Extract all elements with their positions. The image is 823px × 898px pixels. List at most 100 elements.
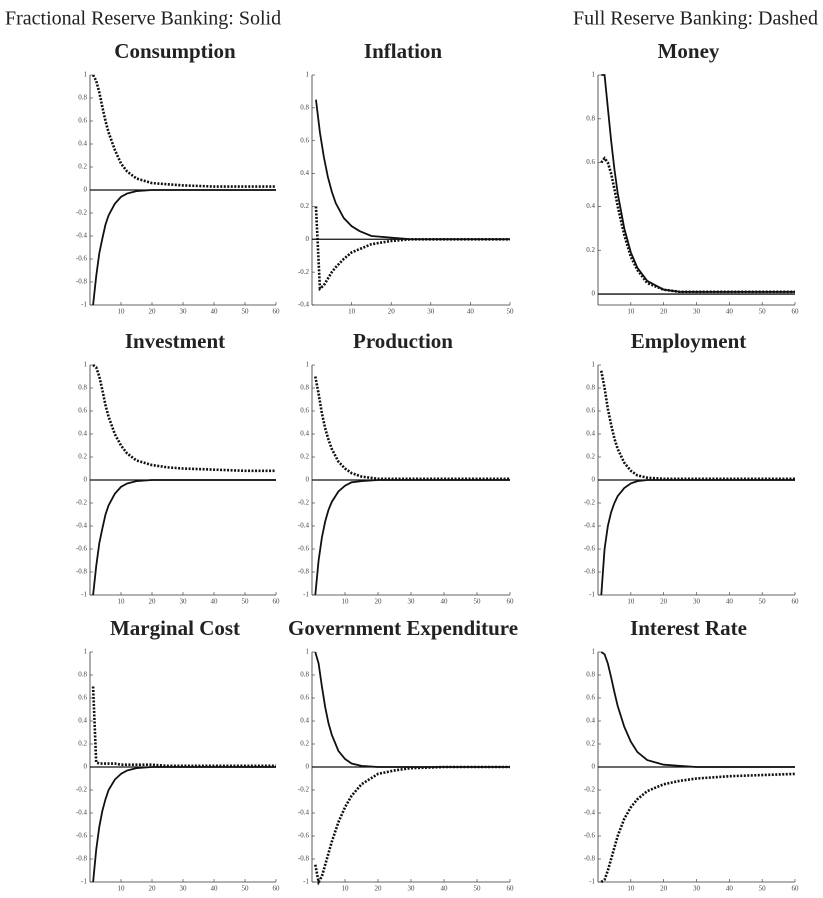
y-tick-label: -0.8 — [584, 568, 596, 576]
y-tick-label: -0.6 — [298, 832, 310, 840]
x-tick-label: 10 — [627, 598, 635, 606]
x-tick-label: 10 — [118, 308, 126, 316]
y-tick-label: 0.2 — [78, 163, 87, 171]
y-tick-label: 0 — [306, 476, 310, 484]
y-tick-label: 0.8 — [78, 384, 87, 392]
y-tick-label: 1 — [592, 361, 596, 369]
y-tick-label: 0.8 — [586, 114, 595, 122]
y-tick-label: -0.6 — [584, 832, 596, 840]
x-tick-label: 40 — [726, 885, 734, 893]
y-tick-label: 0.8 — [586, 671, 595, 679]
x-tick-label: 10 — [627, 308, 635, 316]
dashed-line — [600, 156, 795, 294]
y-tick-label: -1 — [81, 591, 87, 599]
x-tick-label: 10 — [627, 885, 635, 893]
dashed-line — [91, 74, 276, 188]
y-tick-label: -0.8 — [584, 855, 596, 863]
y-tick-label: -0.4 — [76, 232, 88, 240]
x-tick-label: 60 — [273, 308, 281, 316]
y-tick-label: 0 — [306, 235, 310, 243]
y-tick-label: -0.2 — [76, 209, 88, 217]
y-tick-label: 1 — [592, 71, 596, 79]
y-tick-label: -0.4 — [298, 301, 310, 309]
y-tick-label: 0.2 — [78, 740, 87, 748]
x-tick-label: 50 — [507, 308, 515, 316]
y-tick-label: -0.6 — [298, 545, 310, 553]
y-tick-label: -0.8 — [76, 278, 88, 286]
x-tick-label: 60 — [507, 885, 515, 893]
y-tick-label: -0.8 — [76, 855, 88, 863]
x-tick-label: 50 — [759, 308, 767, 316]
y-tick-label: -0.2 — [584, 786, 596, 794]
y-tick-label: 0.4 — [300, 717, 309, 725]
y-tick-label: -0.2 — [584, 499, 596, 507]
x-tick-label: 10 — [342, 885, 350, 893]
y-tick-label: 0.8 — [586, 384, 595, 392]
x-tick-label: 30 — [180, 885, 188, 893]
y-tick-label: 0.6 — [78, 407, 87, 415]
y-tick-label: 0.6 — [300, 136, 309, 144]
y-tick-label: -0.4 — [76, 522, 88, 530]
y-tick-label: 0.4 — [78, 140, 87, 148]
x-tick-label: 60 — [507, 598, 515, 606]
y-tick-label: 0.8 — [300, 384, 309, 392]
x-tick-label: 60 — [792, 308, 800, 316]
y-tick-label: 0.6 — [586, 694, 595, 702]
x-tick-label: 50 — [474, 598, 482, 606]
y-tick-label: 0.2 — [300, 453, 309, 461]
dashed-line — [314, 376, 510, 481]
x-tick-label: 30 — [408, 885, 416, 893]
x-tick-label: 20 — [149, 885, 157, 893]
y-tick-label: 0 — [306, 763, 310, 771]
y-tick-label: 1 — [306, 71, 310, 79]
y-tick-label: 0.2 — [300, 740, 309, 748]
y-tick-label: 1 — [306, 361, 310, 369]
panel-title: Money — [658, 39, 720, 63]
panel-title: Marginal Cost — [110, 616, 240, 640]
y-tick-label: 0.2 — [586, 740, 595, 748]
y-tick-label: 0.2 — [586, 453, 595, 461]
x-tick-label: 10 — [118, 598, 126, 606]
y-tick-label: -0.8 — [76, 568, 88, 576]
solid-line — [314, 651, 510, 768]
y-tick-label: 1 — [592, 648, 596, 656]
y-tick-label: -0.4 — [584, 809, 596, 817]
x-tick-label: 30 — [693, 598, 701, 606]
x-tick-label: 40 — [441, 598, 449, 606]
x-tick-label: 20 — [660, 598, 668, 606]
x-tick-label: 40 — [726, 308, 734, 316]
y-tick-label: -0.6 — [76, 545, 88, 553]
x-tick-label: 40 — [211, 598, 219, 606]
y-tick-label: 0.4 — [300, 169, 309, 177]
x-tick-label: 40 — [211, 308, 219, 316]
dashed-note: Full Reserve Banking: Dashed — [573, 8, 818, 30]
y-tick-label: 0 — [84, 763, 88, 771]
x-tick-label: 30 — [408, 598, 416, 606]
x-tick-label: 10 — [118, 885, 126, 893]
y-tick-label: -0.2 — [76, 786, 88, 794]
y-tick-label: -0.2 — [298, 786, 310, 794]
y-tick-label: 0 — [592, 763, 596, 771]
y-tick-label: -0.4 — [584, 522, 596, 530]
panel-title: Employment — [631, 329, 747, 353]
x-tick-label: 40 — [211, 885, 219, 893]
y-tick-label: 1 — [84, 71, 88, 79]
y-tick-label: 1 — [306, 648, 310, 656]
panel-title: Production — [353, 329, 453, 353]
dashed-line — [91, 686, 276, 768]
x-tick-label: 20 — [660, 885, 668, 893]
y-tick-label: -1 — [81, 878, 87, 886]
dashed-line — [92, 363, 276, 473]
y-tick-label: 0.4 — [300, 430, 309, 438]
y-tick-label: -0.2 — [298, 499, 310, 507]
panel-title: Consumption — [114, 39, 236, 63]
dashed-line — [314, 206, 510, 292]
x-tick-label: 20 — [388, 308, 396, 316]
solid-line — [92, 766, 276, 883]
x-tick-label: 50 — [759, 885, 767, 893]
y-tick-label: -0.6 — [584, 545, 596, 553]
x-tick-label: 50 — [242, 598, 250, 606]
panel-title: Government Expenditure — [288, 616, 518, 640]
y-tick-label: 0.4 — [586, 430, 595, 438]
x-tick-label: 60 — [792, 598, 800, 606]
